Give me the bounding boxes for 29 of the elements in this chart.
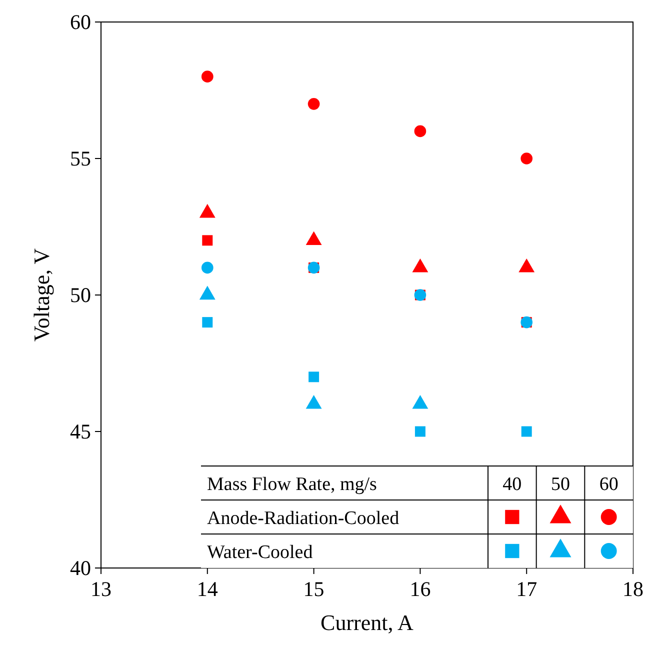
annotation: Water-Cooled: [207, 542, 314, 563]
y-tick-label: 40: [70, 556, 91, 580]
x-tick-label: 15: [303, 577, 324, 601]
point: [414, 125, 426, 138]
point: [202, 235, 213, 246]
x-tick-label: 13: [90, 577, 112, 601]
annotation: Mass Flow Rate, mg/s: [207, 474, 377, 495]
annotation: 60: [599, 474, 618, 495]
x-tick-label: 14: [196, 577, 218, 601]
x-tick-label: 17: [516, 577, 538, 601]
annotation: Anode-Radiation-Cooled: [207, 508, 400, 529]
point: [201, 262, 214, 274]
y-tick-label: 55: [70, 146, 91, 170]
y-axis-title: Voltage, V: [29, 248, 54, 342]
point: [414, 426, 426, 437]
x-tick-label: 16: [410, 577, 431, 601]
point: [201, 70, 214, 83]
annotation: 50: [551, 474, 570, 495]
point: [520, 152, 533, 164]
y-tick-label: 45: [70, 420, 91, 444]
point: [202, 317, 213, 328]
y-tick-label: 50: [70, 283, 91, 307]
point: [308, 372, 320, 382]
point: [521, 426, 532, 437]
x-tick-label: 18: [622, 577, 644, 601]
point: [308, 98, 320, 110]
annotation: 40: [502, 474, 522, 495]
y-tick-label: 60: [70, 10, 91, 34]
x-axis-title: Current, A: [320, 610, 414, 635]
